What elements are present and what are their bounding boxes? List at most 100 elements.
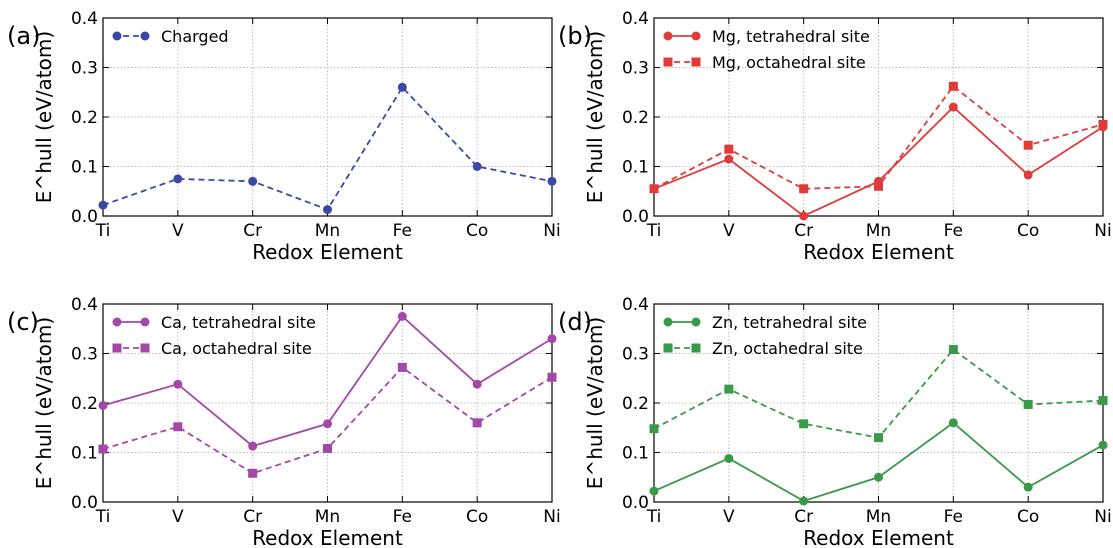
y-tick-label: 0.0 — [71, 207, 98, 227]
panel-label: (a) — [7, 22, 40, 50]
y-tick-label: 0.4 — [622, 295, 649, 315]
data-point — [472, 418, 482, 428]
x-tick-label: Fe — [944, 507, 963, 527]
x-tick-label: Co — [466, 507, 488, 527]
data-point — [1098, 440, 1108, 450]
y-tick-label: 0.0 — [71, 493, 98, 513]
y-tick-label: 0.0 — [622, 493, 649, 513]
legend-label: Zn, tetrahedral site — [712, 313, 867, 332]
data-point — [1023, 482, 1033, 492]
y-axis-title: E^hull (eV/atom) — [583, 31, 607, 203]
legend-marker — [691, 343, 701, 353]
chart-panel: 0.0 0.1 0.2 0.3 0.4 Ti V Cr Mn Fe Co Ni Redox Elemen… — [558, 9, 1112, 264]
x-tick-label: Mn — [315, 221, 340, 241]
legend-marker — [140, 317, 150, 327]
y-tick-label: 0.0 — [622, 207, 649, 227]
data-point — [323, 419, 332, 429]
legend-marker — [691, 31, 701, 41]
data-point — [799, 211, 809, 221]
data-point — [1023, 140, 1033, 150]
x-tick-label: Ti — [646, 221, 662, 241]
y-tick-label: 0.2 — [71, 108, 98, 128]
data-point — [1098, 396, 1108, 406]
legend-marker — [691, 317, 701, 327]
x-tick-label: Ti — [95, 221, 111, 241]
data-point — [874, 433, 883, 443]
data-point — [948, 102, 958, 112]
x-tick-label: Mn — [866, 507, 891, 527]
y-axis-title: E^hull (eV/atom) — [32, 31, 56, 203]
legend-marker — [140, 343, 150, 353]
data-point — [1098, 119, 1108, 129]
y-tick-label: 0.2 — [71, 394, 98, 414]
x-axis-title: Redox Element — [803, 240, 954, 264]
x-tick-label: Co — [1017, 221, 1039, 241]
data-point — [98, 400, 108, 410]
data-point — [248, 176, 258, 186]
y-tick-label: 0.4 — [622, 9, 649, 29]
x-tick-label: Co — [466, 221, 488, 241]
data-point — [248, 468, 258, 478]
y-axis-title: E^hull (eV/atom) — [32, 317, 56, 489]
chart-panel: 0.0 0.1 0.2 0.3 0.4 Ti V Cr Mn Fe Co Ni Redox Elemen… — [7, 9, 561, 264]
legend-label: Ca, tetrahedral site — [161, 313, 316, 332]
x-axis-title: Redox Element — [252, 240, 403, 264]
data-point — [799, 184, 809, 194]
legend-label: Mg, octahedral site — [712, 53, 866, 72]
x-tick-label: Ni — [543, 507, 560, 527]
chart-panel: 0.0 0.1 0.2 0.3 0.4 Ti V Cr Mn Fe Co Ni Redox Elemen… — [558, 295, 1112, 548]
legend-label: Charged — [161, 27, 229, 46]
data-point — [948, 81, 958, 91]
x-tick-label: Mn — [866, 221, 891, 241]
data-point — [874, 181, 883, 191]
legend-marker — [663, 317, 673, 327]
data-point — [397, 82, 407, 92]
data-point — [649, 184, 659, 194]
data-point — [799, 419, 809, 429]
data-point — [724, 144, 734, 154]
legend-label: Ca, octahedral site — [161, 339, 312, 358]
data-point — [1023, 170, 1033, 180]
legend-marker — [112, 31, 122, 41]
data-point — [547, 176, 557, 186]
data-point — [98, 444, 108, 454]
legend-marker — [663, 57, 673, 67]
data-point — [397, 362, 407, 372]
legend-marker — [112, 317, 122, 327]
y-tick-label: 0.3 — [622, 59, 649, 79]
data-point — [649, 486, 659, 496]
data-point — [98, 200, 108, 210]
legend-label: Mg, tetrahedral site — [712, 27, 870, 46]
data-point — [874, 472, 883, 482]
y-tick-label: 0.2 — [622, 108, 649, 128]
x-tick-label: Co — [1017, 507, 1039, 527]
data-point — [799, 496, 809, 506]
y-axis-title: E^hull (eV/atom) — [583, 317, 607, 489]
y-tick-label: 0.3 — [71, 345, 98, 365]
y-tick-label: 0.3 — [71, 59, 98, 79]
legend-marker — [691, 57, 701, 67]
data-point — [173, 174, 183, 184]
x-tick-label: V — [172, 221, 184, 241]
y-tick-label: 0.1 — [622, 158, 649, 178]
data-point — [1023, 399, 1033, 409]
legend-marker — [663, 343, 673, 353]
data-point — [397, 311, 407, 321]
y-tick-label: 0.4 — [71, 295, 98, 315]
data-point — [173, 379, 183, 389]
data-point — [323, 205, 332, 215]
data-point — [173, 422, 183, 432]
x-tick-label: Cr — [243, 221, 262, 241]
x-axis-title: Redox Element — [252, 526, 403, 548]
data-point — [724, 154, 734, 164]
data-point — [248, 441, 258, 451]
data-point — [948, 345, 958, 355]
chart-panel: 0.0 0.1 0.2 0.3 0.4 Ti V Cr Mn Fe Co Ni Redox Elemen… — [7, 295, 561, 548]
y-tick-label: 0.1 — [71, 158, 98, 178]
x-tick-label: Ni — [1094, 221, 1111, 241]
data-point — [323, 444, 332, 454]
data-point — [724, 453, 734, 463]
y-tick-label: 0.1 — [622, 444, 649, 464]
data-point — [472, 379, 482, 389]
